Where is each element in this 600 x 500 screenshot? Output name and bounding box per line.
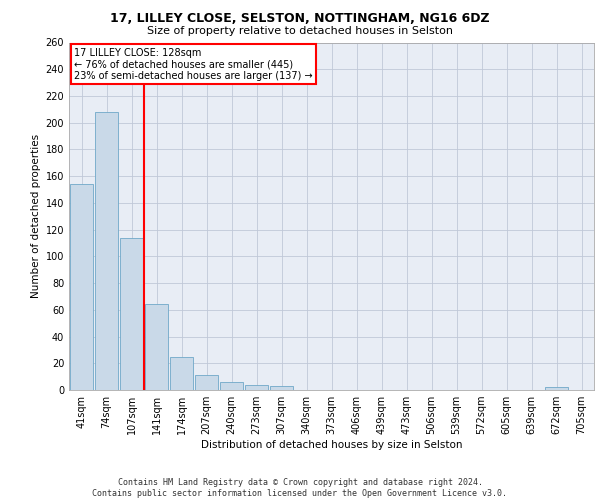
Text: Size of property relative to detached houses in Selston: Size of property relative to detached ho…	[147, 26, 453, 36]
Bar	[545, 388, 568, 390]
Bar	[70, 184, 93, 390]
Text: 17 LILLEY CLOSE: 128sqm
← 76% of detached houses are smaller (445)
23% of semi-d: 17 LILLEY CLOSE: 128sqm ← 76% of detache…	[74, 48, 313, 81]
Y-axis label: Number of detached properties: Number of detached properties	[31, 134, 41, 298]
Bar	[270, 386, 293, 390]
Bar	[195, 376, 218, 390]
Bar	[220, 382, 243, 390]
Bar	[95, 112, 118, 390]
X-axis label: Distribution of detached houses by size in Selston: Distribution of detached houses by size …	[201, 440, 462, 450]
Text: Contains HM Land Registry data © Crown copyright and database right 2024.
Contai: Contains HM Land Registry data © Crown c…	[92, 478, 508, 498]
Bar	[120, 238, 143, 390]
Bar	[245, 384, 268, 390]
Bar	[170, 356, 193, 390]
Text: 17, LILLEY CLOSE, SELSTON, NOTTINGHAM, NG16 6DZ: 17, LILLEY CLOSE, SELSTON, NOTTINGHAM, N…	[110, 12, 490, 26]
Bar	[145, 304, 168, 390]
